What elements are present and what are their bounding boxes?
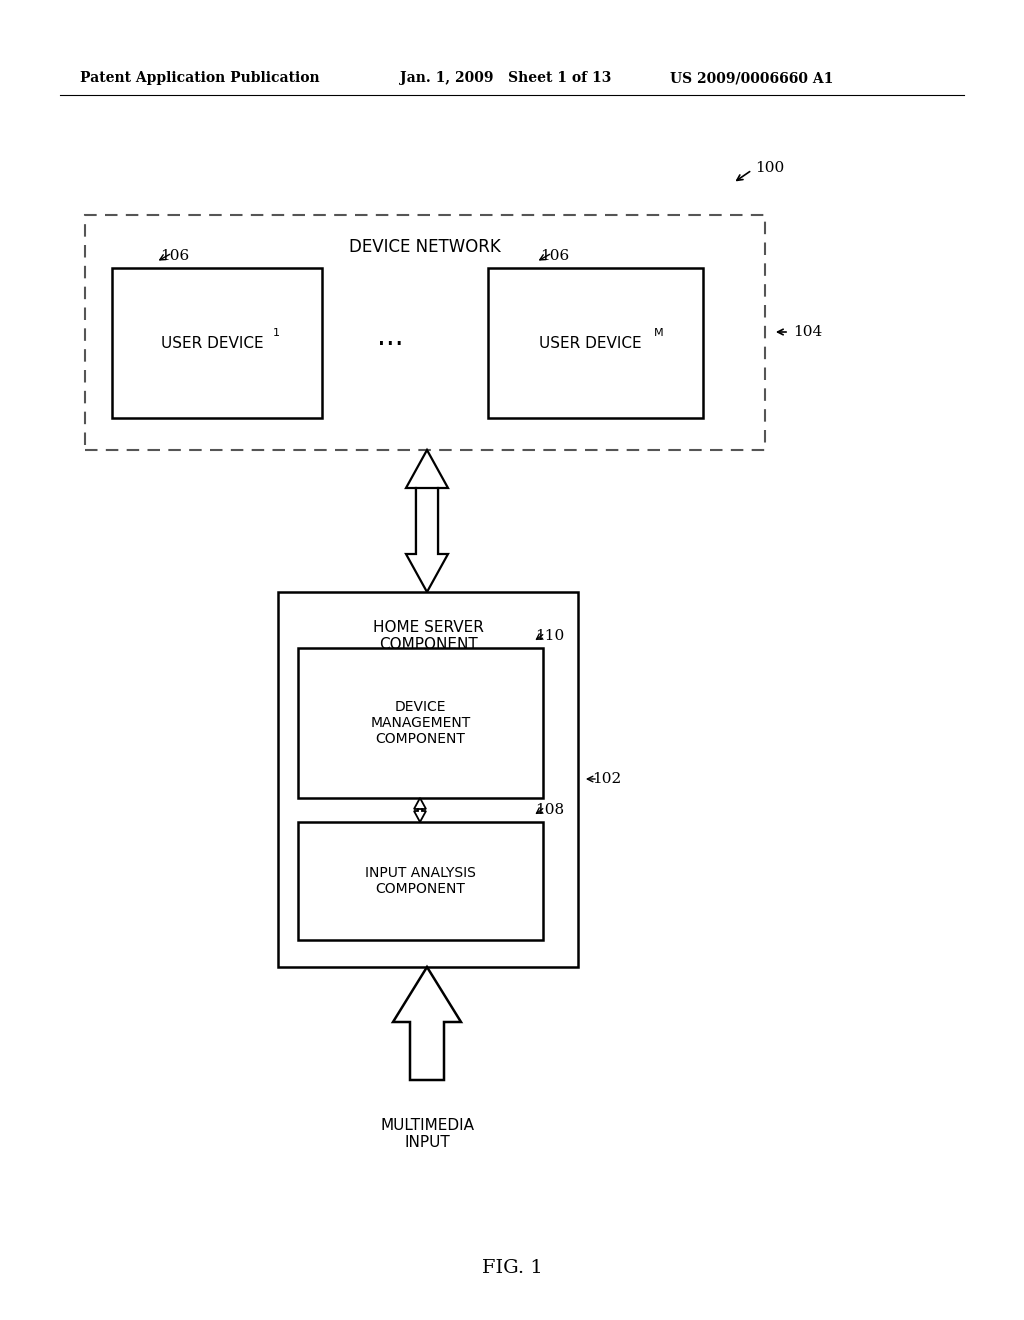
Text: 102: 102 xyxy=(592,772,622,785)
Text: 100: 100 xyxy=(755,161,784,176)
Polygon shape xyxy=(406,450,449,554)
Text: 108: 108 xyxy=(535,803,564,817)
Text: HOME SERVER
COMPONENT: HOME SERVER COMPONENT xyxy=(373,620,483,652)
Text: USER DEVICE: USER DEVICE xyxy=(540,335,642,351)
Text: ...: ... xyxy=(377,323,403,351)
FancyBboxPatch shape xyxy=(112,268,322,418)
FancyBboxPatch shape xyxy=(298,648,543,799)
Text: 110: 110 xyxy=(535,630,564,643)
Text: 106: 106 xyxy=(160,249,189,263)
FancyBboxPatch shape xyxy=(488,268,703,418)
Text: DEVICE
MANAGEMENT
COMPONENT: DEVICE MANAGEMENT COMPONENT xyxy=(371,700,471,746)
Text: USER DEVICE: USER DEVICE xyxy=(161,335,263,351)
Text: M: M xyxy=(653,327,664,338)
Text: INPUT ANALYSIS
COMPONENT: INPUT ANALYSIS COMPONENT xyxy=(366,866,476,896)
Polygon shape xyxy=(414,809,426,822)
FancyBboxPatch shape xyxy=(278,591,578,968)
Polygon shape xyxy=(393,968,461,1080)
Polygon shape xyxy=(414,799,426,810)
Text: US 2009/0006660 A1: US 2009/0006660 A1 xyxy=(670,71,834,84)
Text: DEVICE NETWORK: DEVICE NETWORK xyxy=(349,238,501,256)
Text: Jan. 1, 2009   Sheet 1 of 13: Jan. 1, 2009 Sheet 1 of 13 xyxy=(400,71,611,84)
Text: 1: 1 xyxy=(273,327,280,338)
Text: Patent Application Publication: Patent Application Publication xyxy=(80,71,319,84)
Text: 104: 104 xyxy=(793,325,822,339)
Polygon shape xyxy=(406,488,449,591)
FancyBboxPatch shape xyxy=(298,822,543,940)
Text: 106: 106 xyxy=(540,249,569,263)
Text: MULTIMEDIA
INPUT: MULTIMEDIA INPUT xyxy=(380,1118,474,1151)
Text: FIG. 1: FIG. 1 xyxy=(481,1259,543,1276)
